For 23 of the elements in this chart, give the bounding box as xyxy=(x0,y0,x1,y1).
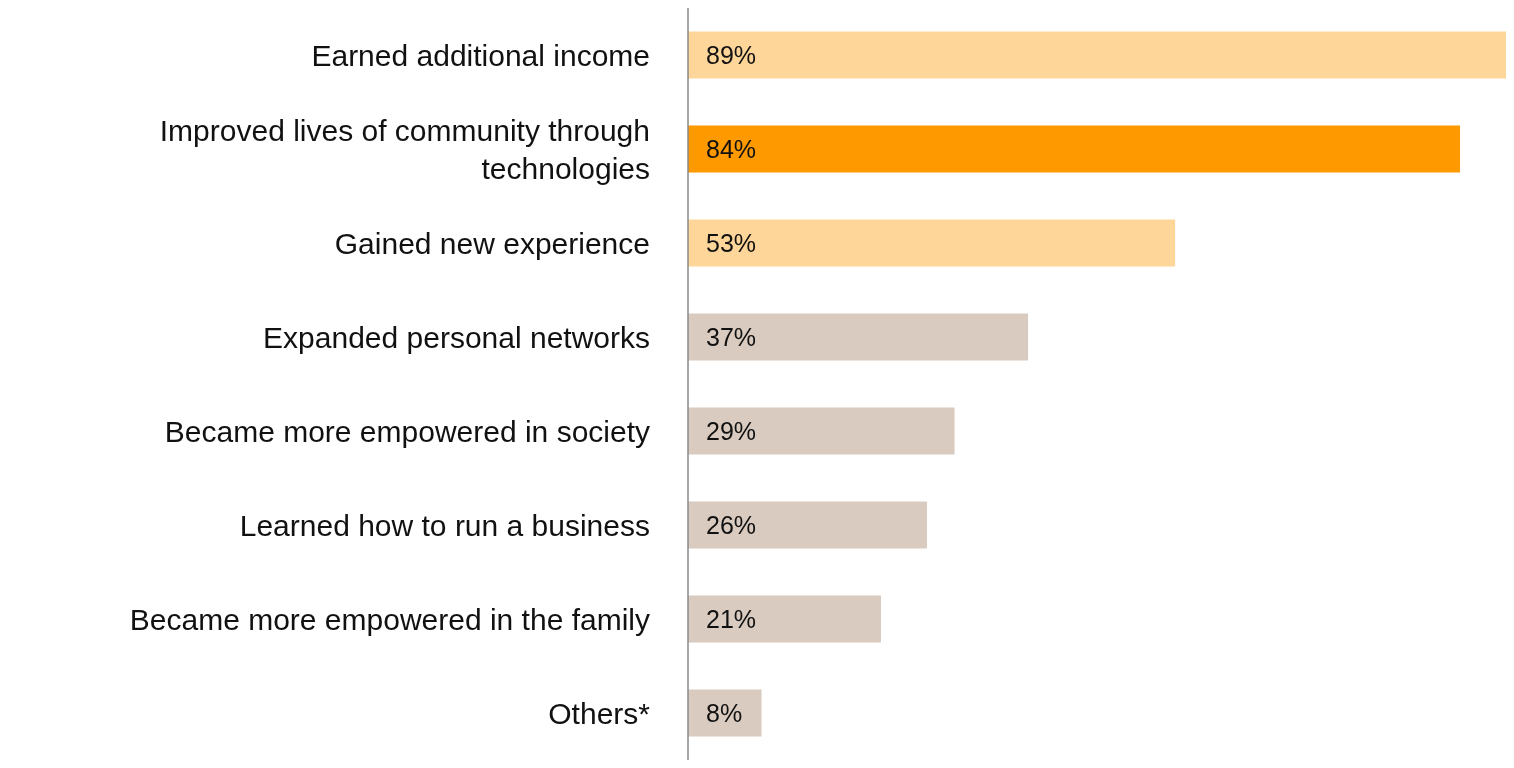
data-label: 29% xyxy=(706,417,757,445)
data-label: 8% xyxy=(706,699,743,727)
bar xyxy=(688,595,882,643)
data-label: 26% xyxy=(706,511,757,539)
bar xyxy=(688,219,1176,267)
y-tick-label: Earned additional income xyxy=(311,38,650,72)
data-label: 21% xyxy=(706,605,757,633)
data-label: 89% xyxy=(706,41,757,69)
y-tick-label: Others* xyxy=(548,696,651,730)
bar xyxy=(688,31,1506,79)
data-label: 84% xyxy=(706,135,757,163)
y-tick-label: Expanded personal networks xyxy=(263,320,650,354)
y-tick-label: Learned how to run a business xyxy=(239,508,650,542)
y-tick-label: Improved lives of community through technologies xyxy=(159,113,650,185)
bar xyxy=(688,125,1461,173)
y-tick-label: Became more empowered in society xyxy=(164,414,650,448)
bar xyxy=(688,407,955,455)
y-tick-label: Gained new experience xyxy=(334,226,650,260)
bar xyxy=(688,313,1029,361)
bar xyxy=(688,501,927,549)
y-tick-label: Became more empowered in the family xyxy=(129,602,650,636)
data-label: 37% xyxy=(706,323,757,351)
data-label: 53% xyxy=(706,229,757,257)
